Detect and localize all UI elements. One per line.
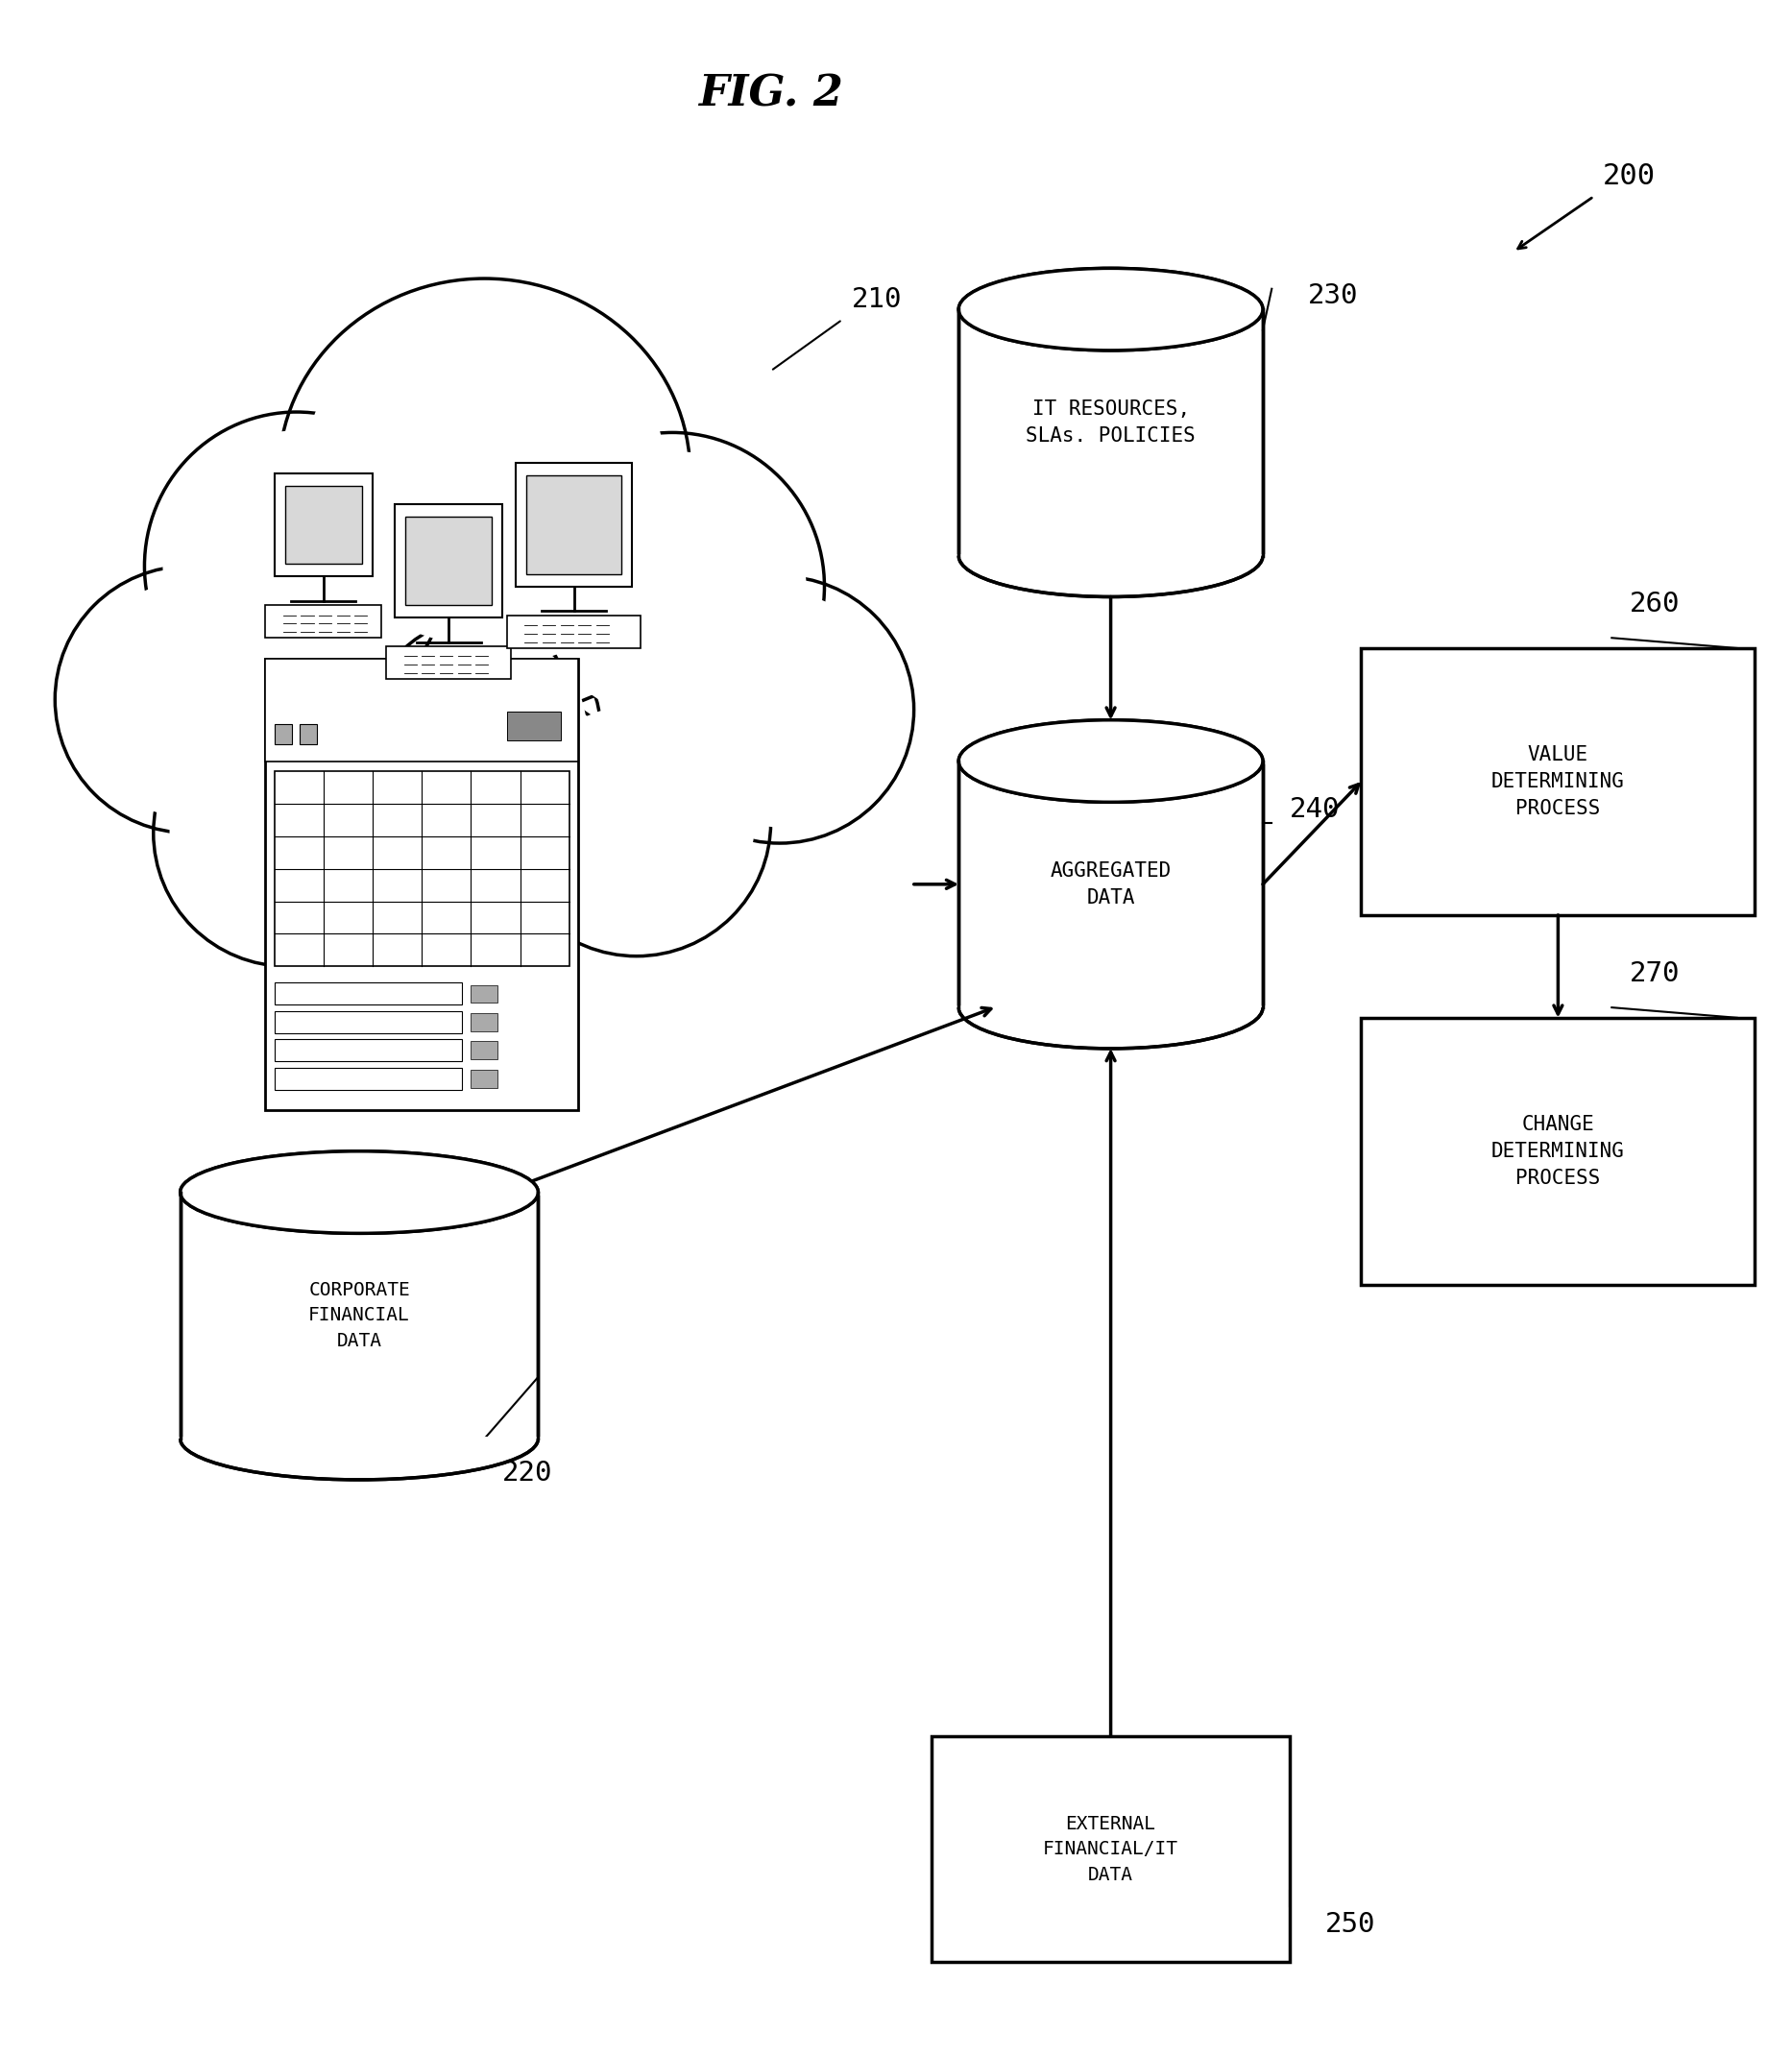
Bar xyxy=(932,1737,1290,1961)
Ellipse shape xyxy=(181,1151,538,1234)
Ellipse shape xyxy=(518,705,754,940)
Bar xyxy=(181,1192,538,1439)
Text: IT RESOURCES,
SLAs. POLICIES: IT RESOURCES, SLAs. POLICIES xyxy=(1025,399,1195,446)
Ellipse shape xyxy=(56,565,323,833)
Text: EXTERNAL
FINANCIAL/IT
DATA: EXTERNAL FINANCIAL/IT DATA xyxy=(1043,1815,1179,1883)
Bar xyxy=(274,983,462,1005)
Text: 220: 220 xyxy=(502,1460,552,1486)
Bar xyxy=(507,711,561,740)
Bar xyxy=(274,1038,462,1061)
Text: 260: 260 xyxy=(1629,590,1681,617)
Text: 200: 200 xyxy=(1602,162,1656,191)
Ellipse shape xyxy=(959,267,1263,350)
Bar xyxy=(265,604,382,637)
Text: FIG. 2: FIG. 2 xyxy=(699,74,844,115)
Text: VALUE
DETERMINING
PROCESS: VALUE DETERMINING PROCESS xyxy=(1491,744,1625,818)
Ellipse shape xyxy=(163,430,430,701)
Text: 240: 240 xyxy=(1290,796,1340,822)
Ellipse shape xyxy=(280,278,690,668)
Bar xyxy=(959,308,1263,555)
Bar xyxy=(265,658,579,761)
Ellipse shape xyxy=(382,631,586,831)
Ellipse shape xyxy=(645,576,914,843)
Ellipse shape xyxy=(181,1151,538,1234)
Ellipse shape xyxy=(959,267,1263,350)
Bar xyxy=(299,724,317,744)
Bar xyxy=(274,1012,462,1032)
Text: 270: 270 xyxy=(1629,960,1681,987)
Bar xyxy=(394,504,502,617)
Text: 250: 250 xyxy=(1326,1910,1376,1939)
Ellipse shape xyxy=(303,302,665,646)
Bar xyxy=(507,615,642,648)
Ellipse shape xyxy=(959,720,1263,802)
Ellipse shape xyxy=(145,411,448,720)
Bar xyxy=(471,1069,498,1088)
Text: AGGREGATED
DATA: AGGREGATED DATA xyxy=(1050,861,1172,907)
Bar xyxy=(274,473,373,576)
Bar xyxy=(959,761,1263,1007)
Bar xyxy=(471,1040,498,1059)
Text: CORPORATE
FINANCIAL
DATA: CORPORATE FINANCIAL DATA xyxy=(308,1281,410,1351)
Bar xyxy=(471,1014,498,1030)
Bar xyxy=(1362,1018,1754,1285)
Ellipse shape xyxy=(170,715,405,950)
Bar xyxy=(274,724,292,744)
Ellipse shape xyxy=(502,689,771,956)
Text: 210: 210 xyxy=(851,286,901,313)
Bar xyxy=(527,475,622,574)
Bar xyxy=(265,658,579,1110)
Bar xyxy=(274,1067,462,1090)
Ellipse shape xyxy=(367,617,600,843)
Text: 230: 230 xyxy=(1308,282,1358,308)
Bar xyxy=(1362,648,1754,915)
Bar xyxy=(516,463,633,586)
Bar xyxy=(285,485,362,563)
Ellipse shape xyxy=(661,592,898,827)
Ellipse shape xyxy=(154,699,421,966)
Ellipse shape xyxy=(520,432,824,740)
Bar xyxy=(405,516,491,604)
Ellipse shape xyxy=(72,582,306,816)
Text: CHANGE
DETERMINING
PROCESS: CHANGE DETERMINING PROCESS xyxy=(1491,1114,1625,1188)
Bar xyxy=(274,771,570,966)
Ellipse shape xyxy=(538,450,806,722)
Bar xyxy=(471,985,498,1003)
Ellipse shape xyxy=(959,720,1263,802)
Bar xyxy=(385,646,511,678)
